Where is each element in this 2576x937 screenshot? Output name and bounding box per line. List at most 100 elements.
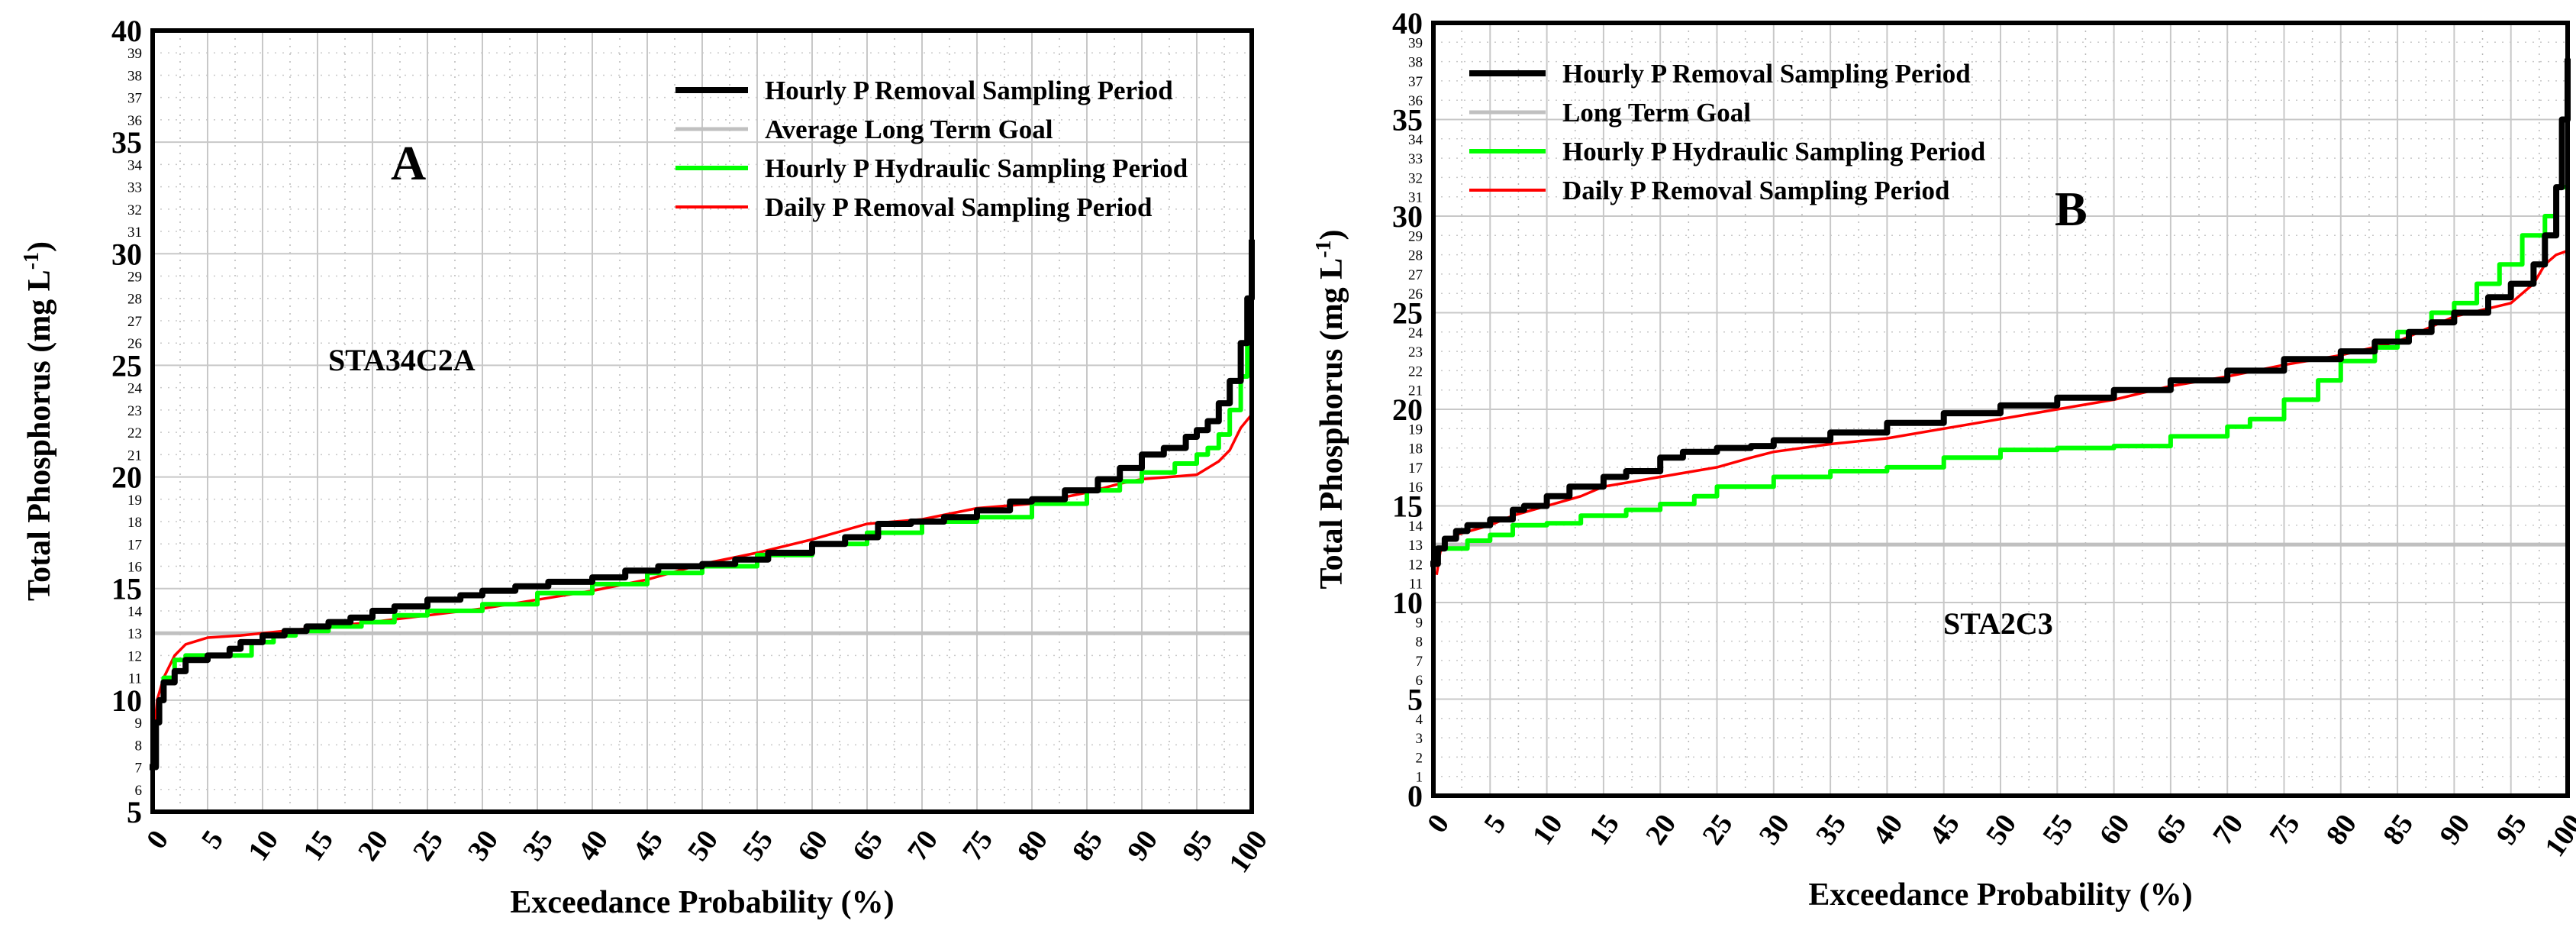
y-tick-label: 36 [127,113,142,129]
y-tick-label: 30 [111,237,142,271]
y-tick-label: 29 [127,270,142,286]
legend-label: Daily P Removal Sampling Period [1562,176,1950,205]
y-tick-label: 32 [1408,170,1423,186]
y-tick-label: 40 [111,14,142,48]
y-tick-label: 12 [127,648,142,664]
y-tick-label: 32 [127,202,142,218]
y-tick-label: 10 [111,683,142,718]
y-tick-label: 17 [127,537,142,553]
y-tick-label: 20 [1392,393,1423,427]
y-tick-label: 31 [127,225,142,241]
legend: Hourly P Removal Sampling Period Average … [675,76,1188,222]
series-line [1431,156,2570,551]
y-tick-label: 22 [1408,363,1423,380]
legend-label: Hourly P Hydraulic Sampling Period [765,153,1188,183]
y-tick-label: 38 [127,68,142,84]
y-tick-label: 4 [1416,712,1423,728]
y-tick-label: 11 [128,671,142,687]
series-line [150,318,1254,770]
plot-frame [150,28,1254,814]
y-tick-label: 33 [1408,151,1423,167]
y-tick-label: 9 [135,716,143,732]
y-tick-label: 21 [127,447,142,464]
y-tick-label: 27 [1408,267,1423,283]
legend-label: Hourly P Removal Sampling Period [1562,59,1971,89]
y-tick-label: 28 [127,292,142,308]
legend-label: Average Long Term Goal [765,115,1053,144]
y-tick-label: 26 [1408,286,1423,302]
legend-label: Hourly P Hydraulic Sampling Period [1562,137,1986,166]
y-tick-label: 25 [111,348,142,383]
y-tick-label: 6 [135,783,143,799]
y-tick-label: 24 [1408,325,1423,341]
y-tick-label: 2 [1416,750,1423,766]
y-tick-label: 9 [1416,615,1423,631]
y-tick-label: 34 [1408,132,1423,148]
y-tick-label: 20 [111,460,142,495]
y-tick-label: 17 [1408,460,1423,477]
y-tick-label: 35 [1392,103,1423,137]
y-tick-label: 37 [127,91,142,107]
y-tick-label: 35 [111,125,142,160]
grid [152,30,1253,813]
x-axis-title: Exceedance Probability (%) [1808,877,2192,913]
y-tick-label: 15 [111,572,142,606]
y-tick-label: 15 [1392,490,1423,524]
y-axis-title: Total Phosphorus (mg L-1) [20,241,58,601]
y-tick-label: 28 [1408,248,1423,264]
legend-label: Long Term Goal [1562,98,1751,128]
y-tick-label: 19 [1408,422,1423,438]
y-tick-label: 37 [1408,74,1423,90]
y-tick-label: 25 [1392,296,1423,331]
y-tick-label: 8 [135,738,143,754]
y-tick-label: 23 [127,403,142,419]
y-tick-label: 1 [1416,770,1423,786]
y-tick-label: 13 [127,626,142,642]
y-tick-label: 33 [127,180,142,196]
legend-label: Hourly P Removal Sampling Period [765,76,1173,105]
y-tick-label: 34 [127,157,143,173]
series-layer [150,239,1255,771]
y-tick-label: 22 [127,425,142,441]
y-tick-label: 12 [1408,557,1423,573]
y-tick-label: 14 [127,604,143,620]
y-tick-label: 38 [1408,55,1423,71]
y-tick-label: 6 [1416,673,1423,689]
y-tick-label: 31 [1408,190,1423,206]
y-tick-label: 10 [1392,586,1423,620]
y-tick-label: 0 [1407,779,1423,813]
station-label: STA34C2A [328,343,476,377]
y-tick-label: 21 [1408,383,1423,399]
y-tick-label: 36 [1408,93,1423,109]
y-tick-label: 40 [1392,6,1423,40]
y-tick-label: 7 [1416,654,1423,670]
y-axis-ticks: 5 10 15 20 25 30 35 40 6 7 8 9 11 12 13 14 16 17 18 19 21 22 2… [111,14,143,829]
y-tick-label: 23 [1408,344,1423,360]
station-label: STA2C3 [1943,606,2053,641]
series-line [150,239,1255,771]
y-tick-label: 7 [135,761,143,777]
series-line [1430,58,2571,567]
y-tick-label: 30 [1392,199,1423,234]
legend: Hourly P Removal Sampling Period Long Ter… [1469,59,1986,205]
y-tick-label: 13 [1408,538,1423,554]
y-axis-ticks: 0510152025303540123467891112131416171819… [1392,6,1423,813]
chart-panel-b: 0510152025303540123467891112131416171819… [1312,6,2576,913]
y-tick-label: 8 [1416,635,1423,651]
legend-label: Daily P Removal Sampling Period [765,192,1153,222]
panel-label: B [2055,182,2088,236]
y-tick-label: 14 [1408,519,1423,535]
y-tick-label: 19 [127,493,142,509]
y-tick-label: 3 [1416,731,1423,747]
y-tick-label: 18 [127,515,142,531]
y-axis-title: Total Phosphorus (mg L-1) [1312,229,1350,589]
x-axis-title: Exceedance Probability (%) [510,885,894,920]
plot-frame [1431,21,2570,798]
series-layer [1430,58,2571,576]
y-tick-label: 27 [127,314,142,330]
y-tick-label: 39 [127,46,142,62]
y-tick-label: 5 [1407,683,1423,717]
y-tick-label: 11 [1409,577,1423,593]
